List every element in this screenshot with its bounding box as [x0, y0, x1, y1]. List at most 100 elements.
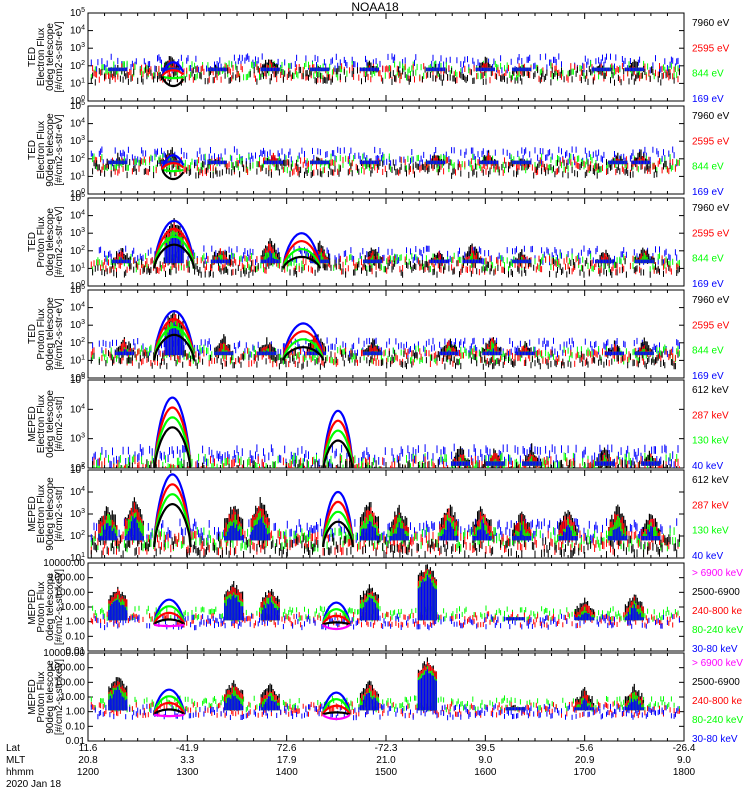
arc-black	[153, 708, 185, 716]
series-blue-noise	[92, 337, 680, 358]
event-spike-blue	[363, 259, 383, 264]
arc-black	[322, 520, 354, 548]
event-spike-blue	[98, 523, 118, 541]
event-spike-blue	[634, 259, 654, 264]
arc-green	[153, 235, 196, 269]
event-spike-blue	[108, 67, 128, 72]
legend-entry: 844 eV	[692, 254, 724, 265]
event-spike-blue	[558, 525, 578, 541]
legend-entry: 844 eV	[692, 69, 724, 80]
event-spike-blue	[207, 160, 227, 165]
arc-green	[153, 493, 192, 548]
x-tick-label-hhmm: 1400	[276, 767, 299, 778]
event-spike-blue	[462, 259, 482, 264]
event-spike-blue	[485, 461, 505, 466]
y-tick-label: 104	[70, 403, 85, 415]
y-axis-label: TEDElectron Flux0deg telescope[#/cm2-s-s…	[27, 21, 65, 92]
arc-red	[153, 227, 196, 269]
event-spike-blue	[417, 574, 437, 621]
event-spike-blue	[359, 521, 379, 541]
legend-entry: 80-240 keV	[692, 715, 743, 726]
arc-green	[161, 168, 184, 173]
arc-blue	[153, 396, 192, 468]
y-tick-label: 105	[70, 284, 85, 296]
legend-entry: 240-800 ke	[692, 606, 742, 617]
event-spike-blue	[257, 350, 277, 356]
event-spike-blue	[515, 351, 535, 356]
event-spike-blue	[631, 160, 651, 165]
arc-black	[153, 502, 192, 548]
y-axis-label: MEPEDElectron Flux0deg telescope[#/cm2-s…	[27, 390, 65, 458]
arc-red	[153, 701, 186, 715]
legend-entry: 844 eV	[692, 162, 724, 173]
event-spike-blue	[359, 597, 379, 621]
event-spike-blue	[634, 351, 654, 356]
panel-data	[90, 473, 680, 558]
x-tick-label-mlt: 9.0	[478, 755, 492, 766]
event-spike-blue	[164, 322, 184, 356]
event-spike-blue	[575, 698, 595, 711]
y-tick-label: 0.01	[66, 646, 86, 657]
arc-blue	[322, 691, 351, 715]
y-tick-label: 105	[70, 100, 85, 112]
y-tick-label: 100.00	[54, 677, 85, 688]
y-tick-label: 0.01	[66, 736, 86, 747]
event-spike-blue	[310, 67, 330, 72]
event-spike-blue	[512, 524, 532, 541]
event-spike-blue	[260, 251, 280, 264]
x-tick-label-mlt: 21.0	[376, 755, 396, 766]
y-tick-label: 10000.00	[43, 558, 85, 569]
x-tick-label-hhmm: 1700	[574, 767, 597, 778]
event-spike-blue	[641, 461, 661, 466]
panel-data	[92, 396, 680, 468]
legend-entry: 130 keV	[692, 436, 729, 447]
y-tick-label: 10.00	[60, 692, 85, 703]
arc-red	[282, 330, 325, 361]
y-tick-label: 105	[70, 464, 85, 476]
panel-frame	[87, 105, 685, 195]
y-tick-label: 103	[70, 433, 85, 445]
legend-entry: 169 eV	[692, 371, 724, 382]
event-spike-blue	[591, 67, 611, 72]
y-tick-label: 103	[70, 508, 85, 520]
series-blue-noise	[92, 443, 679, 468]
y-tick-label: 0.10	[66, 721, 86, 732]
arc-red	[153, 406, 192, 468]
y-tick-label: 101	[70, 77, 85, 89]
x-tick-label-hhmm: 1300	[176, 767, 199, 778]
chart-title: NOAA18	[351, 0, 399, 14]
y-tick-label: 1.00	[66, 617, 86, 628]
event-spike-blue	[608, 160, 628, 165]
event-spike-blue	[439, 520, 459, 541]
legend-entry: 2595 eV	[692, 228, 730, 239]
y-axis-label: MEPEDProton Flux90deg telescope[#/cm2-s-…	[27, 659, 65, 735]
legend-entry: 612 keV	[692, 385, 729, 396]
legend-entry: 130 keV	[692, 526, 729, 537]
event-spike-blue	[363, 351, 383, 356]
arc-black	[153, 618, 185, 626]
arc-red	[153, 317, 196, 361]
legend-entry: 2595 eV	[692, 43, 730, 54]
y-tick-label: 105	[70, 7, 85, 19]
series-green-noise	[92, 252, 680, 273]
y-tick-label: 100.00	[54, 587, 85, 598]
event-spike-blue	[260, 696, 280, 711]
x-row-label: Lat	[6, 743, 20, 754]
x-tick-label-mlt: 17.9	[277, 755, 297, 766]
legend-entry: 30-80 keV	[692, 734, 738, 745]
arc-green	[282, 247, 321, 269]
event-spike-blue	[472, 519, 492, 541]
event-spike-blue	[214, 351, 234, 356]
event-spike-blue	[482, 348, 502, 356]
event-spike-blue	[624, 67, 644, 72]
y-tick-label: 103	[70, 227, 85, 239]
event-spike-blue	[439, 350, 459, 356]
legend-entry: 240-800 ke	[692, 696, 742, 707]
arc-red	[282, 239, 321, 269]
arc-green	[282, 338, 325, 361]
legend-entry: 2500-6900	[692, 677, 740, 688]
arc-blue	[282, 232, 321, 269]
